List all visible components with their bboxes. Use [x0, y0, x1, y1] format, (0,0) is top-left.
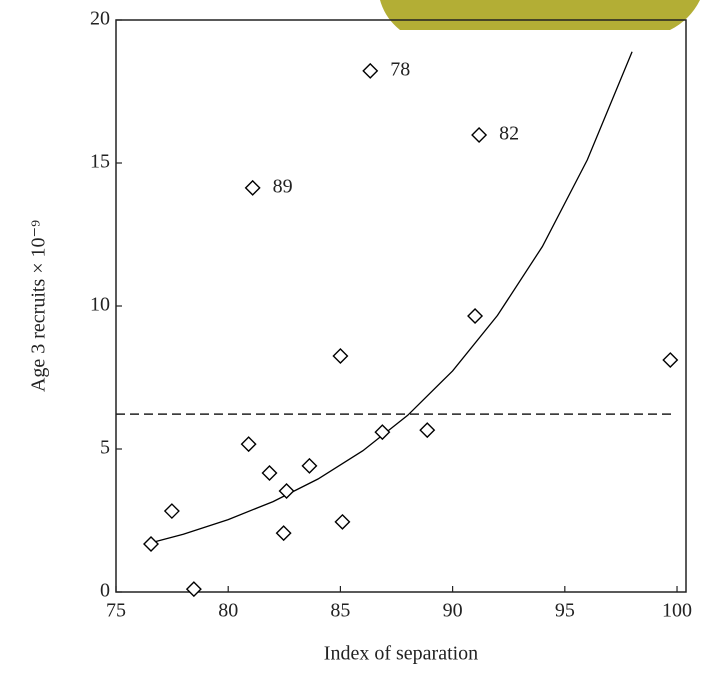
x-tick-label: 85	[330, 600, 350, 622]
x-tick-label: 95	[555, 600, 575, 622]
point	[242, 437, 256, 451]
x-tick-label: 75	[106, 600, 126, 622]
fit-curve	[150, 52, 632, 543]
point	[165, 504, 179, 518]
x-tick-label: 100	[662, 600, 692, 622]
point	[472, 128, 486, 142]
x-tick-label: 80	[218, 600, 238, 622]
plot-frame	[116, 20, 686, 592]
point	[246, 181, 260, 195]
x-axis-label: Index of separation	[324, 643, 478, 665]
point	[144, 537, 158, 551]
point	[363, 64, 377, 78]
point	[280, 484, 294, 498]
point	[277, 526, 291, 540]
chart: Index of separation Age 3 recruits × 10⁻…	[0, 0, 709, 668]
y-tick-label: 0	[100, 580, 110, 602]
y-tick-label: 20	[90, 8, 110, 30]
point	[375, 425, 389, 439]
point-label: 82	[499, 123, 519, 145]
point	[333, 349, 347, 363]
y-axis-label: Age 3 recruits × 10⁻⁹	[28, 220, 50, 392]
point	[335, 515, 349, 529]
point	[262, 466, 276, 480]
x-tick-label: 90	[443, 600, 463, 622]
point	[468, 309, 482, 323]
point-label: 89	[273, 175, 293, 197]
y-tick-label: 15	[90, 151, 110, 173]
decoration	[380, 0, 700, 30]
point	[420, 423, 434, 437]
point	[187, 582, 201, 596]
y-tick-label: 10	[90, 294, 110, 316]
point-label: 78	[390, 59, 410, 81]
y-tick-label: 5	[100, 437, 110, 459]
point	[302, 459, 316, 473]
point	[663, 353, 677, 367]
